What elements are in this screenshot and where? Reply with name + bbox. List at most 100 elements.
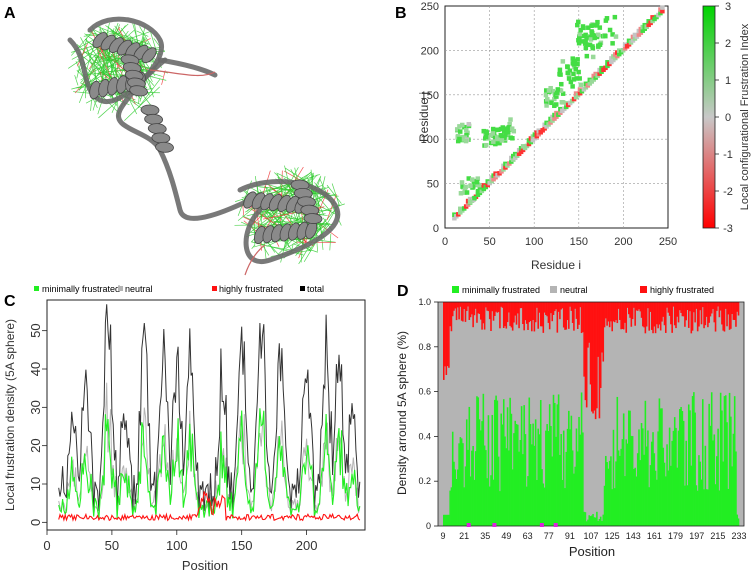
colorbar-tick-label: 0 [725,112,731,124]
bar-minimal [448,514,450,526]
bar-high [500,302,502,307]
ytick-label: 0 [433,223,439,235]
bar-minimal [511,469,514,526]
bar-minimal [583,511,585,526]
contact-line-min [80,63,100,84]
bar-minimal [444,514,446,526]
bar-minimal [663,462,666,526]
contact-cell [584,53,590,59]
contact-cell [460,122,465,128]
colorbar-tick-label: -2 [723,186,733,198]
bar-high [657,302,659,329]
plot-d-ticks: 0 0.2 0.4 0.6 0.8 1.0 9 21 35 49 63 77 91 107 125 143 16… [418,297,746,541]
bar-high [565,302,568,330]
bar-high [505,302,508,329]
bar-high [687,302,690,328]
xtick-label: 197 [689,531,704,541]
colorbar-tick-label: -1 [723,149,733,161]
contact-cell [590,44,595,49]
bar-high [724,302,727,309]
bar-high [525,302,528,324]
bar-minimal [450,487,453,526]
bar-minimal [569,429,571,526]
helix-turn [144,113,164,125]
ytick-label: 40 [28,362,43,376]
contact-cell [491,139,496,144]
bar-high [594,302,597,420]
bar-minimal [576,451,579,526]
contact-cell [508,117,513,122]
bar-high [457,302,459,308]
bar-high [545,302,547,315]
bar-high [585,302,588,408]
bar-high [511,302,514,331]
contact-cell [571,62,577,67]
bar-high [527,302,529,330]
bar-minimal [457,469,459,526]
bar-high [502,302,505,329]
contact-cell [570,56,576,61]
bar-high [510,302,513,328]
contact-cell [462,187,468,192]
bar-minimal [662,447,665,526]
helix-turn [129,85,148,97]
bar-minimal [560,434,562,526]
contact-cell [613,34,619,39]
bar-high [640,302,643,318]
bar-high [601,302,603,353]
bar-minimal [621,439,624,526]
bar-high [492,302,495,321]
contact-cell [472,182,477,188]
xtick-label: 179 [668,531,683,541]
bar-high [533,302,536,332]
bar-minimal [453,461,455,526]
contact-map-xlabel: Residue i [531,258,581,272]
bar-minimal [696,490,699,526]
legend-d-minimal-swatch [452,286,459,293]
bar-minimal [559,454,561,526]
bar-high [723,302,726,332]
bar-high [465,302,468,312]
bar-minimal [478,419,481,526]
bar-minimal [497,456,500,526]
contact-cell [476,182,482,188]
contact-cell [499,138,505,143]
bar-high [702,302,704,308]
bar-high [494,302,496,316]
xtick-label: 200 [296,538,318,553]
bar-high [598,302,601,419]
contact-cell [554,94,559,99]
contact-cell [586,25,591,30]
bar-high [550,302,552,314]
bar-minimal [522,454,524,526]
bar-minimal [713,434,716,526]
bar-minimal [613,488,616,526]
contact-cell [568,79,574,85]
bar-minimal [574,466,576,526]
bar-minimal [702,399,704,526]
contact-cell [558,88,564,93]
bar-minimal [591,515,593,526]
bar-high [658,302,661,325]
bar-minimal [652,432,654,526]
bar-high [448,302,450,368]
xtick-label: 35 [480,531,490,541]
bar-minimal [657,431,659,526]
legend-c-minimal-swatch [34,286,39,291]
bar-high [705,302,708,317]
bar-minimal [564,488,566,526]
bar-high [487,302,490,312]
bar-minimal [568,410,570,526]
bar-high [539,302,542,327]
bar-minimal [492,479,495,526]
bar-minimal [551,456,554,526]
bar-minimal [680,406,682,526]
bar-high [727,302,730,315]
position-marker [553,523,558,527]
bar-minimal [605,455,607,526]
bar-high [538,302,541,313]
bar-minimal [594,517,597,526]
bar-minimal [582,432,584,526]
bar-high [562,302,565,328]
legend-d-minimal-label: minimally frustrated [462,285,540,295]
